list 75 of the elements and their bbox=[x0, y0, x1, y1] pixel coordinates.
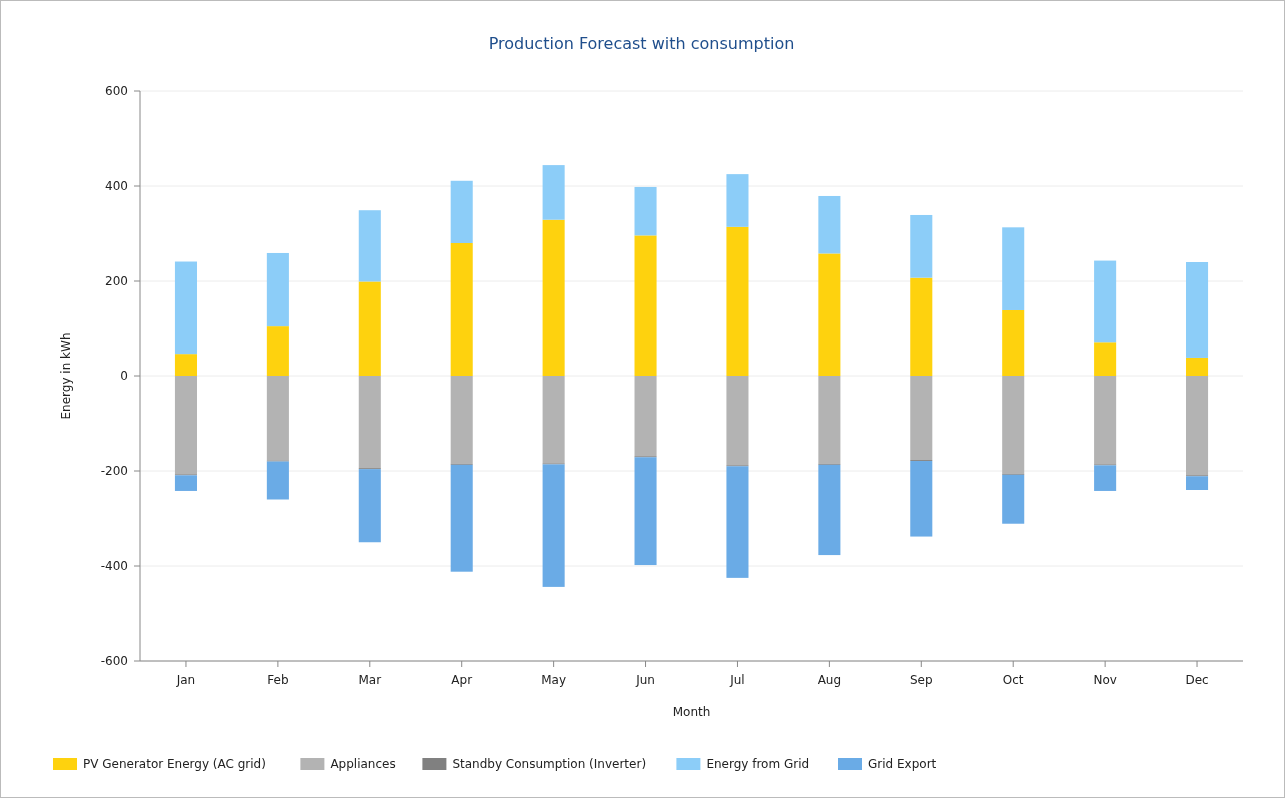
y-tick-label: 0 bbox=[120, 369, 128, 384]
bar bbox=[542, 376, 565, 464]
bar bbox=[1094, 465, 1117, 491]
bar bbox=[1186, 376, 1209, 476]
x-tick-label: Aug bbox=[817, 673, 842, 687]
bar bbox=[726, 466, 749, 578]
bar bbox=[726, 226, 749, 376]
bar bbox=[174, 261, 197, 355]
bar bbox=[450, 243, 473, 376]
chart-title: Production Forecast with consumption bbox=[488, 34, 795, 53]
bar bbox=[542, 464, 565, 587]
bar bbox=[450, 464, 473, 572]
bar bbox=[266, 376, 289, 461]
bar bbox=[358, 376, 381, 469]
bar bbox=[1186, 357, 1209, 376]
x-tick-label: Jul bbox=[729, 673, 745, 687]
bar bbox=[358, 210, 381, 282]
x-tick-label: Apr bbox=[451, 673, 473, 687]
x-tick-label: May bbox=[541, 673, 567, 687]
bar bbox=[450, 180, 473, 243]
bar bbox=[174, 354, 197, 376]
bar bbox=[266, 326, 289, 376]
bar bbox=[818, 253, 841, 376]
bar bbox=[818, 376, 841, 464]
x-tick-label: Sep bbox=[909, 673, 933, 687]
legend-label: Grid Export bbox=[868, 757, 937, 771]
bar bbox=[726, 174, 749, 227]
bar bbox=[542, 219, 565, 376]
x-axis-title: Month bbox=[672, 705, 711, 719]
bar bbox=[818, 464, 841, 556]
bar bbox=[542, 165, 565, 220]
bar bbox=[634, 186, 657, 236]
y-tick-label: 400 bbox=[105, 179, 128, 194]
legend-label: Appliances bbox=[330, 757, 396, 771]
bar bbox=[1002, 309, 1025, 376]
bar bbox=[910, 277, 933, 376]
bar bbox=[1094, 376, 1117, 465]
legend-label: PV Generator Energy (AC grid) bbox=[83, 757, 266, 771]
bar bbox=[1094, 260, 1117, 343]
legend-label: Standby Consumption (Inverter) bbox=[452, 757, 647, 771]
bar bbox=[910, 214, 933, 278]
y-axis-title: Energy in kWh bbox=[59, 332, 73, 420]
x-tick-label: Mar bbox=[358, 673, 382, 687]
bar bbox=[266, 461, 289, 500]
y-tick-label: -400 bbox=[100, 559, 128, 574]
bar bbox=[1094, 342, 1117, 376]
bar bbox=[358, 469, 381, 543]
bar bbox=[174, 376, 197, 475]
bar bbox=[266, 252, 289, 327]
legend-label: Energy from Grid bbox=[706, 757, 810, 771]
x-tick-label: Jan bbox=[175, 673, 196, 687]
y-tick-label: -200 bbox=[100, 464, 128, 479]
bar bbox=[818, 195, 841, 254]
y-tick-label: 200 bbox=[105, 274, 128, 289]
bar bbox=[726, 376, 749, 466]
x-tick-label: Feb bbox=[267, 673, 289, 687]
bar bbox=[1186, 476, 1209, 490]
x-tick-label: Oct bbox=[1002, 673, 1024, 687]
bar bbox=[358, 281, 381, 376]
bar bbox=[174, 475, 197, 491]
x-tick-label: Jun bbox=[635, 673, 655, 687]
bar bbox=[634, 376, 657, 457]
x-tick-label: Nov bbox=[1093, 673, 1117, 687]
bar bbox=[634, 235, 657, 376]
x-tick-label: Dec bbox=[1185, 673, 1209, 687]
bar bbox=[1002, 227, 1025, 310]
bar bbox=[1002, 376, 1025, 474]
bar bbox=[910, 461, 933, 537]
y-tick-label: 600 bbox=[105, 84, 128, 99]
bar bbox=[634, 457, 657, 566]
bar bbox=[1002, 474, 1025, 524]
y-tick-label: -600 bbox=[100, 654, 128, 669]
bar bbox=[910, 376, 933, 461]
bar bbox=[1186, 262, 1209, 358]
bar bbox=[450, 376, 473, 464]
